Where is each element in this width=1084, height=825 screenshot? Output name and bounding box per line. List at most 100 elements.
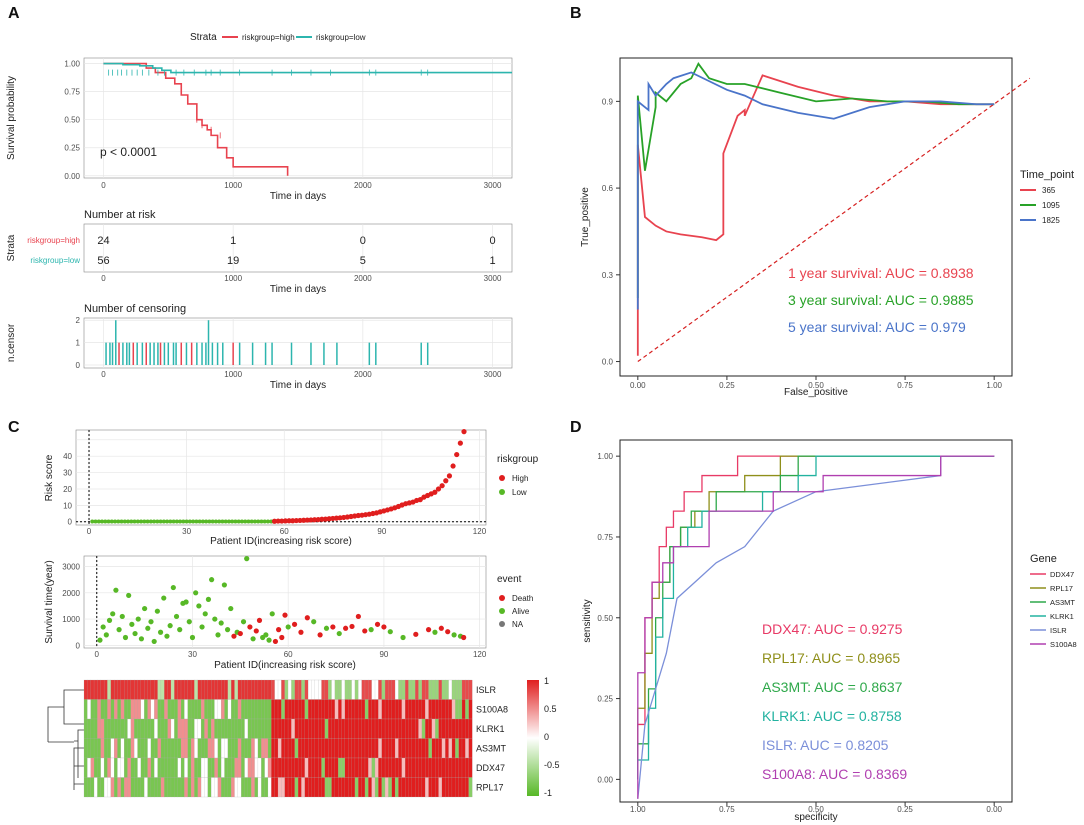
heatmap-cell <box>110 718 115 739</box>
survival-time-point <box>193 590 199 596</box>
heatmap-cell <box>398 757 403 778</box>
risk-score-legend-low: Low <box>512 488 527 497</box>
risk-score-point-low <box>207 519 212 524</box>
heatmap-cell <box>214 757 219 778</box>
time-roc-reference-line <box>637 77 1031 363</box>
heatmap-cells <box>83 679 473 798</box>
risk-score-point-low <box>197 519 202 524</box>
risk-score-ytick: 30 <box>63 469 72 478</box>
heatmap-cell <box>461 699 466 720</box>
risk-score-point-low <box>116 519 121 524</box>
risk-score-point-low <box>239 519 244 524</box>
heatmap-cell <box>441 757 446 778</box>
heatmap-cell <box>448 699 453 720</box>
heatmap-cell <box>103 738 108 759</box>
gene-roc-xlabel: specificity <box>794 812 837 823</box>
heatmap-cell <box>271 718 276 739</box>
heatmap-cell <box>455 699 460 720</box>
heatmap-cell <box>311 718 316 739</box>
heatmap-cell <box>221 777 225 798</box>
heatmap-cell <box>154 777 158 798</box>
heatmap-cell <box>408 757 413 778</box>
heatmap-cell <box>207 699 212 720</box>
heatmap-cell <box>124 777 128 798</box>
heatmap-cell <box>154 718 158 739</box>
risk-score-point-low <box>119 519 124 524</box>
heatmap-cell <box>251 757 255 778</box>
heatmap-cell <box>314 757 319 778</box>
heatmap-cell <box>401 718 406 739</box>
heatmap-cell <box>227 699 232 720</box>
risk-score-point-low <box>132 519 137 524</box>
heatmap-cell <box>274 718 279 739</box>
survival-time-point <box>368 627 374 633</box>
heatmap-cell <box>311 699 316 720</box>
heatmap-cell <box>334 679 339 700</box>
event-legend-alive: Alive <box>512 607 530 616</box>
survival-time-point <box>228 605 234 612</box>
survival-time-point <box>129 621 135 627</box>
heatmap-cell <box>368 777 373 798</box>
heatmap-cell <box>200 718 205 739</box>
heatmap-cell <box>164 718 169 739</box>
heatmap-cell <box>451 679 456 700</box>
heatmap-cell <box>344 718 349 739</box>
survival-time-point <box>256 617 263 624</box>
survival-time-point <box>381 624 387 630</box>
heatmap-cell <box>204 738 209 759</box>
risk-ylabel: Strata <box>6 234 17 261</box>
heatmap-cell <box>187 679 192 700</box>
heatmap-cell <box>341 679 346 700</box>
panel-label-c: C <box>8 419 20 436</box>
time-roc-legend-label: 1095 <box>1042 201 1060 210</box>
heatmap-cell <box>217 777 222 798</box>
heatmap-cell <box>237 718 242 739</box>
heatmap-cell <box>361 777 366 798</box>
risk-score-point-low <box>161 519 166 524</box>
heatmap-cell <box>167 679 172 700</box>
heatmap-cell <box>177 679 182 700</box>
heatmap-cell <box>147 699 152 720</box>
survival-time-point <box>97 637 103 643</box>
heatmap-cell <box>354 777 359 798</box>
risk-cell: 19 <box>227 255 239 267</box>
survival-time-point <box>285 624 291 630</box>
survival-time-point <box>103 632 109 638</box>
heatmap-cell <box>304 699 309 720</box>
colorbar-tick: 0.5 <box>544 704 557 714</box>
survival-time-xlabel: Patient ID(increasing risk score) <box>214 660 356 671</box>
time-roc-ylabel: True_positive <box>580 187 591 247</box>
heatmap-cell <box>130 679 135 700</box>
heatmap-cell <box>110 777 115 798</box>
heatmap-cell <box>448 777 453 798</box>
heatmap-cell <box>197 777 202 798</box>
time-roc-legend-title: Time_point <box>1020 169 1074 181</box>
heatmap-cell <box>177 738 182 759</box>
heatmap-cell <box>348 699 352 720</box>
heatmap-cell <box>167 757 172 778</box>
heatmap-cell <box>237 699 242 720</box>
heatmap-cell <box>251 777 255 798</box>
heatmap-cell <box>297 738 302 759</box>
heatmap-cell <box>391 757 396 778</box>
heatmap-cell <box>461 718 466 739</box>
heatmap-cell <box>100 738 105 759</box>
event-legend-na-dot <box>499 621 505 627</box>
heatmap-cell <box>368 679 373 700</box>
heatmap-cell <box>371 679 376 700</box>
heatmap-cell <box>114 718 118 739</box>
heatmap-cell <box>331 699 336 720</box>
heatmap-cell <box>93 679 98 700</box>
censor-ytick: 1 <box>76 339 81 348</box>
heatmap-cell <box>150 757 155 778</box>
heatmap-cell <box>147 777 152 798</box>
risk-score-point-low <box>174 519 179 524</box>
km-pvalue: p < 0.0001 <box>100 145 157 159</box>
heatmap-cell <box>297 718 302 739</box>
km-line-low <box>103 62 512 74</box>
heatmap-cell <box>207 777 212 798</box>
heatmap-cell <box>267 738 272 759</box>
heatmap-cell <box>221 679 225 700</box>
survival-time-point <box>276 627 282 633</box>
survival-time-point <box>272 638 279 645</box>
